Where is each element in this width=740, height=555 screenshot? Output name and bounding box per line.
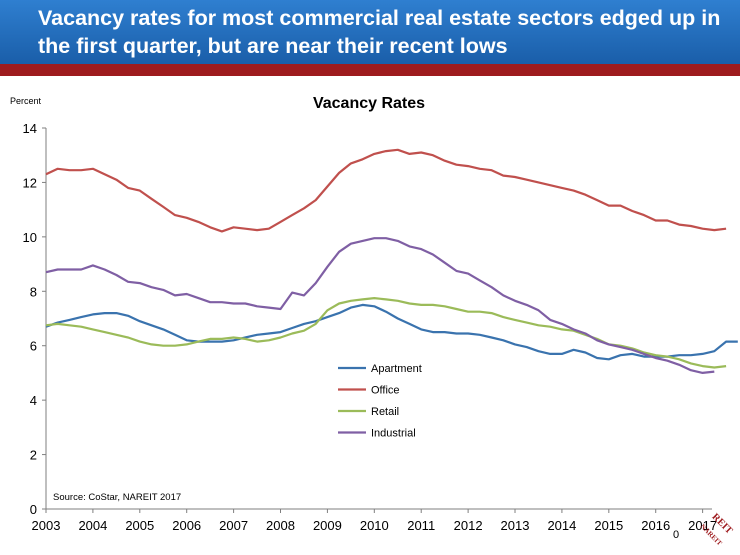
legend-label: Retail xyxy=(371,406,399,418)
x-tick-label: 2016 xyxy=(641,518,670,533)
y-axis-ticks: 0 2 4 6 8 10 12 14 xyxy=(23,121,46,517)
chart-title: Vacancy Rates xyxy=(313,95,425,112)
slide-title: Vacancy rates for most commercial real e… xyxy=(38,6,721,58)
legend-label: Apartment xyxy=(371,363,422,375)
accent-bar xyxy=(0,64,740,76)
series-line-apartment xyxy=(45,303,738,361)
legend-label: Industrial xyxy=(371,428,416,440)
x-tick-label: 2017 xyxy=(688,518,717,533)
x-tick-label: 2009 xyxy=(313,518,342,533)
y-tick-label: 14 xyxy=(23,121,37,136)
y-tick-label: 12 xyxy=(23,175,37,190)
source-note: Source: CoStar, NAREIT 2017 xyxy=(53,492,181,503)
x-tick-label: 2005 xyxy=(125,518,154,533)
x-tick-label: 2010 xyxy=(360,518,389,533)
legend-label: Office xyxy=(371,385,400,397)
y-tick-label: 8 xyxy=(30,284,37,299)
x-axis-ticks: 2003 2004 2005 2006 2007 2008 2009 2010 2011 2012… xyxy=(32,509,717,533)
series-line-industrial xyxy=(45,237,715,374)
legend: Apartment Office Retail Industrial xyxy=(338,363,422,440)
x-tick-label: 2014 xyxy=(547,518,576,533)
x-tick-label: 2004 xyxy=(78,518,107,533)
page-number: 0 xyxy=(673,529,680,541)
y-tick-label: 0 xyxy=(30,502,37,517)
y-tick-label: 2 xyxy=(30,448,37,463)
y-tick-label: 4 xyxy=(30,393,37,408)
nareit-logo-icon: REIT NAREIT xyxy=(699,511,735,547)
x-tick-label: 2015 xyxy=(594,518,623,533)
title-banner: Vacancy rates for most commercial real e… xyxy=(0,0,740,64)
x-tick-label: 2008 xyxy=(266,518,295,533)
x-tick-label: 2006 xyxy=(172,518,201,533)
x-tick-label: 2012 xyxy=(454,518,483,533)
y-tick-label: 10 xyxy=(23,230,37,245)
x-tick-label: 2011 xyxy=(407,518,435,533)
y-axis-label: Percent xyxy=(10,96,42,106)
x-tick-label: 2003 xyxy=(32,518,61,533)
x-tick-label: 2013 xyxy=(501,518,530,533)
x-tick-label: 2007 xyxy=(219,518,248,533)
y-tick-label: 6 xyxy=(30,339,37,354)
series-lines xyxy=(45,148,738,374)
series-line-office xyxy=(45,148,727,233)
series-line-retail xyxy=(45,297,727,369)
